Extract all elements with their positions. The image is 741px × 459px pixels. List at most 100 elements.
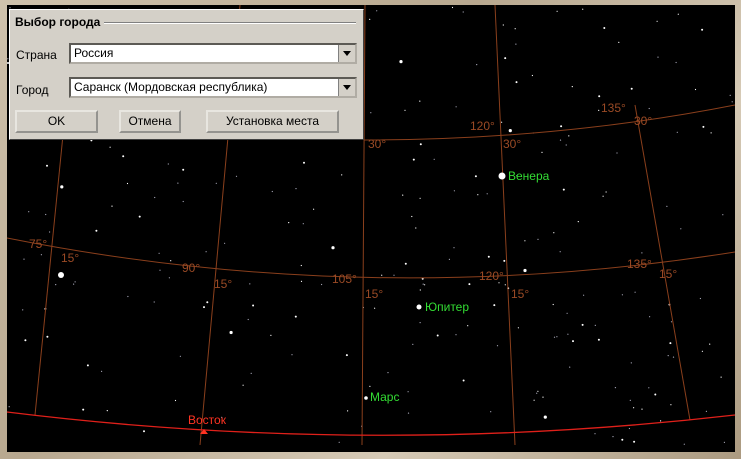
- star: [515, 43, 517, 45]
- star: [533, 399, 535, 401]
- country-value: Россия: [74, 46, 114, 60]
- ok-button[interactable]: OK: [15, 110, 98, 133]
- star: [630, 362, 632, 364]
- country-combo[interactable]: Россия: [69, 43, 357, 64]
- star: [531, 74, 534, 77]
- star: [603, 27, 606, 29]
- grid-label: 75°: [29, 237, 47, 251]
- star: [235, 175, 238, 177]
- star: [242, 384, 244, 386]
- star: [206, 301, 209, 304]
- star: [387, 372, 389, 374]
- star: [436, 334, 439, 337]
- star: [247, 318, 249, 321]
- star: [402, 194, 404, 196]
- star: [411, 215, 413, 218]
- star: [710, 132, 712, 134]
- star: [8, 406, 10, 408]
- star: [516, 175, 518, 177]
- star: [496, 345, 499, 347]
- star: [345, 354, 348, 357]
- star: [630, 87, 633, 90]
- star: [486, 193, 488, 195]
- star: [568, 135, 570, 137]
- star: [433, 158, 435, 160]
- star: [143, 430, 145, 433]
- star: [74, 281, 76, 283]
- star: [502, 24, 504, 26]
- star: [321, 283, 323, 286]
- star: [229, 330, 233, 335]
- star: [24, 339, 27, 342]
- star: [614, 387, 617, 389]
- star: [249, 283, 251, 285]
- star: [381, 274, 383, 276]
- star: [174, 399, 177, 402]
- star: [122, 155, 125, 158]
- star: [419, 197, 421, 199]
- star: [338, 441, 340, 443]
- star: [369, 385, 371, 387]
- star: [58, 272, 64, 278]
- star: [467, 325, 469, 327]
- star: [153, 301, 155, 303]
- star: [634, 291, 636, 293]
- grid-label: 15°: [61, 251, 79, 265]
- star: [453, 190, 455, 192]
- star: [419, 322, 421, 324]
- star: [60, 185, 64, 189]
- star: [291, 354, 293, 356]
- star: [159, 269, 161, 271]
- planet-dot: [416, 304, 422, 310]
- star: [462, 11, 464, 13]
- star: [517, 327, 519, 329]
- star: [303, 161, 305, 164]
- country-label: Страна: [16, 48, 57, 62]
- star: [7, 62, 9, 64]
- star: [567, 333, 569, 335]
- star: [618, 41, 620, 44]
- star: [154, 196, 156, 199]
- dropdown-arrow[interactable]: [338, 45, 355, 62]
- star: [182, 200, 184, 203]
- star: [82, 408, 85, 411]
- star: [633, 407, 635, 409]
- star: [424, 284, 426, 286]
- star: [167, 163, 169, 165]
- star: [553, 232, 555, 234]
- star: [498, 282, 500, 284]
- planet-label: Марс: [370, 390, 399, 404]
- planet-dot: [364, 396, 368, 400]
- city-combo[interactable]: Саранск (Мордовская республика): [69, 77, 357, 98]
- star: [271, 190, 273, 193]
- star: [168, 277, 170, 279]
- star: [571, 86, 573, 88]
- star: [572, 340, 574, 343]
- star: [179, 355, 181, 357]
- star: [73, 283, 75, 285]
- star: [404, 262, 407, 265]
- grid-label: 30°: [503, 137, 521, 151]
- star: [621, 294, 624, 296]
- star: [455, 106, 457, 108]
- star: [22, 309, 24, 311]
- set-location-button[interactable]: Установка места: [206, 110, 339, 133]
- dropdown-arrow[interactable]: [338, 79, 355, 96]
- star: [252, 304, 255, 307]
- star: [524, 240, 526, 242]
- star: [412, 158, 415, 161]
- star: [205, 251, 207, 253]
- star: [46, 164, 48, 167]
- star: [341, 174, 343, 176]
- star: [419, 289, 421, 291]
- star: [504, 284, 506, 286]
- star: [597, 338, 600, 341]
- grid-label: 15°: [659, 267, 677, 281]
- star: [542, 396, 544, 398]
- star: [300, 280, 303, 282]
- star: [126, 182, 129, 185]
- star: [493, 304, 496, 307]
- star: [477, 194, 479, 196]
- star: [672, 356, 675, 358]
- cancel-button[interactable]: Отмена: [119, 110, 181, 133]
